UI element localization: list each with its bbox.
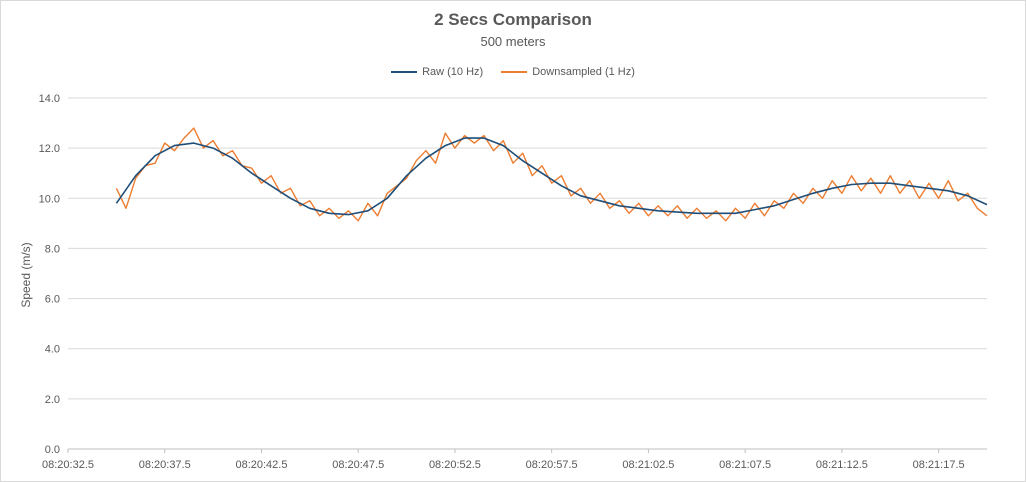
legend-label-raw: Raw (10 Hz) bbox=[422, 66, 484, 78]
legend-swatch-downsampled bbox=[501, 71, 528, 73]
chart-title: 2 Secs Comparison bbox=[434, 10, 592, 29]
x-tick-label: 08:20:42.5 bbox=[235, 459, 287, 471]
y-tick-label: 10.0 bbox=[39, 193, 60, 205]
x-tick-label: 08:20:57.5 bbox=[526, 459, 578, 471]
legend-swatch-raw bbox=[391, 71, 418, 73]
legend-item-downsampled: Downsampled (1 Hz) bbox=[501, 66, 635, 78]
x-tick-label: 08:21:02.5 bbox=[622, 459, 674, 471]
series-line-downsampled bbox=[115, 127, 988, 222]
legend-label-downsampled: Downsampled (1 Hz) bbox=[532, 66, 635, 78]
y-tick-label: 2.0 bbox=[45, 394, 60, 406]
series-line-raw bbox=[115, 137, 988, 216]
y-tick-label: 12.0 bbox=[39, 143, 60, 155]
x-tick-label: 08:21:17.5 bbox=[913, 459, 965, 471]
chart-legend: Raw (10 Hz) Downsampled (1 Hz) bbox=[0, 66, 1026, 78]
x-tick-label: 08:21:12.5 bbox=[816, 459, 868, 471]
x-tick-label: 08:21:07.5 bbox=[719, 459, 771, 471]
x-tick-label: 08:20:52.5 bbox=[429, 459, 481, 471]
y-tick-label: 8.0 bbox=[45, 243, 60, 255]
y-tick-label: 6.0 bbox=[45, 294, 60, 306]
x-tick-label: 08:20:32.5 bbox=[42, 459, 94, 471]
x-tick-label: 08:20:37.5 bbox=[139, 459, 191, 471]
legend-item-raw: Raw (10 Hz) bbox=[391, 66, 483, 78]
x-tick-label: 08:20:47.5 bbox=[332, 459, 384, 471]
y-tick-label: 14.0 bbox=[39, 93, 60, 105]
chart-subtitle: 500 meters bbox=[480, 34, 546, 49]
y-tick-label: 4.0 bbox=[45, 344, 60, 356]
y-tick-label: 0.0 bbox=[45, 444, 60, 456]
